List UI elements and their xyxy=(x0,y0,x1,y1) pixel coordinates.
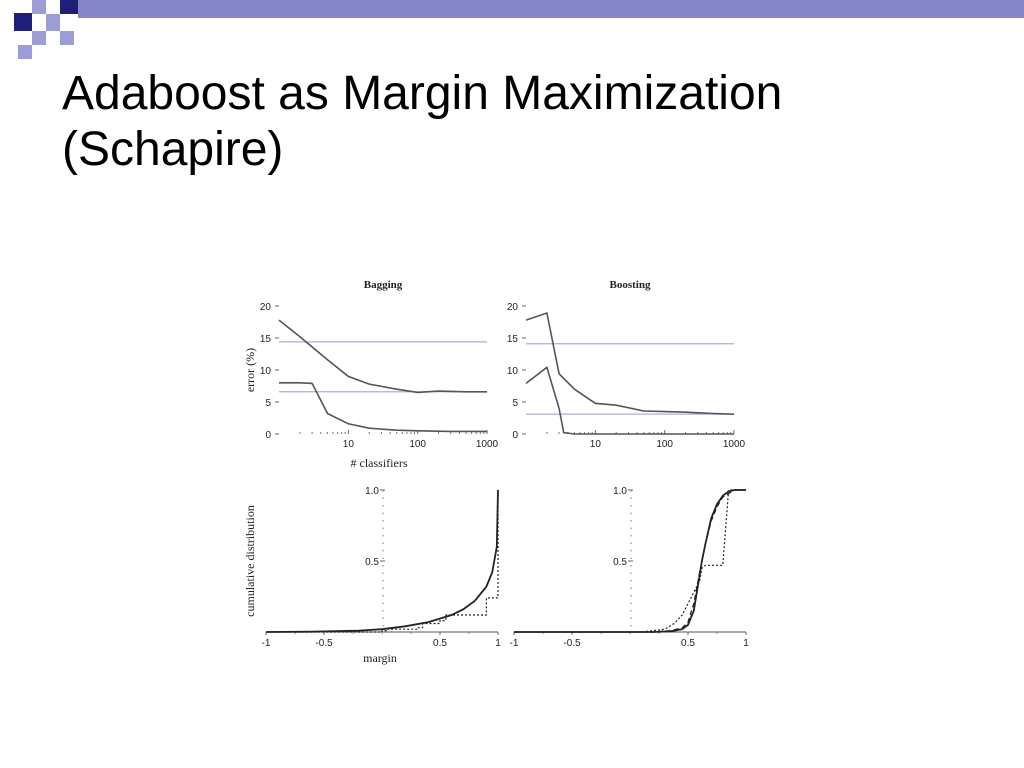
bagging-error-ytick-label: 0 xyxy=(265,430,271,441)
boosting-margin-dashed-curve xyxy=(514,489,746,633)
boosting-error-ytick-label: 10 xyxy=(507,366,519,377)
bagging-error-ytick-label: 15 xyxy=(260,334,272,345)
boosting-error-xtick-label: 10 xyxy=(590,439,602,450)
bagging-error-title: Bagging xyxy=(364,279,403,291)
decoration-header-bar xyxy=(78,0,1024,18)
boosting-margin-xtick-label: 0.5 xyxy=(681,638,695,649)
slide-title-line-2: (Schapire) xyxy=(62,123,284,176)
decoration-square-light-2 xyxy=(32,31,46,45)
boosting-error-test-curve xyxy=(525,311,735,415)
bagging-margin-dotted-curve xyxy=(266,490,499,633)
boosting-error-ytick-label: 15 xyxy=(507,334,519,345)
bagging-error-xtick-label: 1000 xyxy=(476,439,499,450)
slide-corner-decoration xyxy=(14,0,1024,59)
boosting-margin-ytick-label: 1.0 xyxy=(613,486,627,497)
bagging-error-ytick-label: 5 xyxy=(265,398,271,409)
bagging-margin-solid-curve xyxy=(265,489,499,633)
boosting-error-ytick-label: 5 xyxy=(512,398,518,409)
bagging-error-plot xyxy=(275,305,488,435)
decoration-square-light-5 xyxy=(18,45,32,59)
decoration-square-light-1 xyxy=(32,0,46,14)
bagging-margin-ytick-label: 1.0 xyxy=(365,486,379,497)
boosting-error-plot xyxy=(522,305,735,435)
bagging-margin-xlabel: margin xyxy=(363,651,397,665)
bagging-margin-xtick-label: -1 xyxy=(262,638,271,649)
boosting-error-ytick-label: 20 xyxy=(507,302,519,313)
bagging-error-ytick-label: 20 xyxy=(260,302,272,313)
bagging-margin-xtick-label: 0.5 xyxy=(433,638,447,649)
bagging-error-train-curve xyxy=(279,382,487,433)
bagging-error-test-curve xyxy=(278,319,487,394)
decoration-square-navy-2 xyxy=(60,0,78,14)
boosting-margin-plot xyxy=(513,489,747,635)
bagging-error-xtick-label: 100 xyxy=(409,439,426,450)
bagging-error-ylabel: error (%) xyxy=(243,348,257,392)
boosting-margin-xtick-label: 1 xyxy=(743,638,749,649)
boosting-margin-xtick-label: -0.5 xyxy=(563,638,581,649)
decoration-square-light-3 xyxy=(46,14,60,31)
slide-title-line-1: Adaboost as Margin Maximization xyxy=(62,67,783,120)
boosting-margin-ytick-label: 0.5 xyxy=(613,557,627,568)
boosting-error-ytick-label: 0 xyxy=(512,430,518,441)
bagging-margin-ytick-label: 0.5 xyxy=(365,557,379,568)
bagging-margin-xtick-label: 1 xyxy=(495,638,501,649)
boosting-error-train-curve xyxy=(525,366,734,435)
slide-title: Adaboost as Margin Maximization (Schapir… xyxy=(62,66,782,178)
decoration-square-navy-1 xyxy=(14,13,32,31)
bagging-margin-plot xyxy=(265,489,499,635)
bagging-margin-ylabel: cumulative distribution xyxy=(243,505,257,617)
boosting-error-xtick-label: 1000 xyxy=(723,439,746,450)
decoration-square-light-4 xyxy=(60,31,74,45)
bagging-error-ytick-label: 10 xyxy=(260,366,272,377)
boosting-error-xtick-label: 100 xyxy=(656,439,673,450)
boosting-margin-solid-curve xyxy=(514,489,746,633)
bagging-margin-xtick-label: -0.5 xyxy=(315,638,333,649)
boosting-error-title: Boosting xyxy=(610,279,651,291)
bagging-error-xtick-label: 10 xyxy=(343,439,355,450)
boosting-margin-xtick-label: -1 xyxy=(510,638,519,649)
bagging-error-xlabel: # classifiers xyxy=(351,456,408,470)
